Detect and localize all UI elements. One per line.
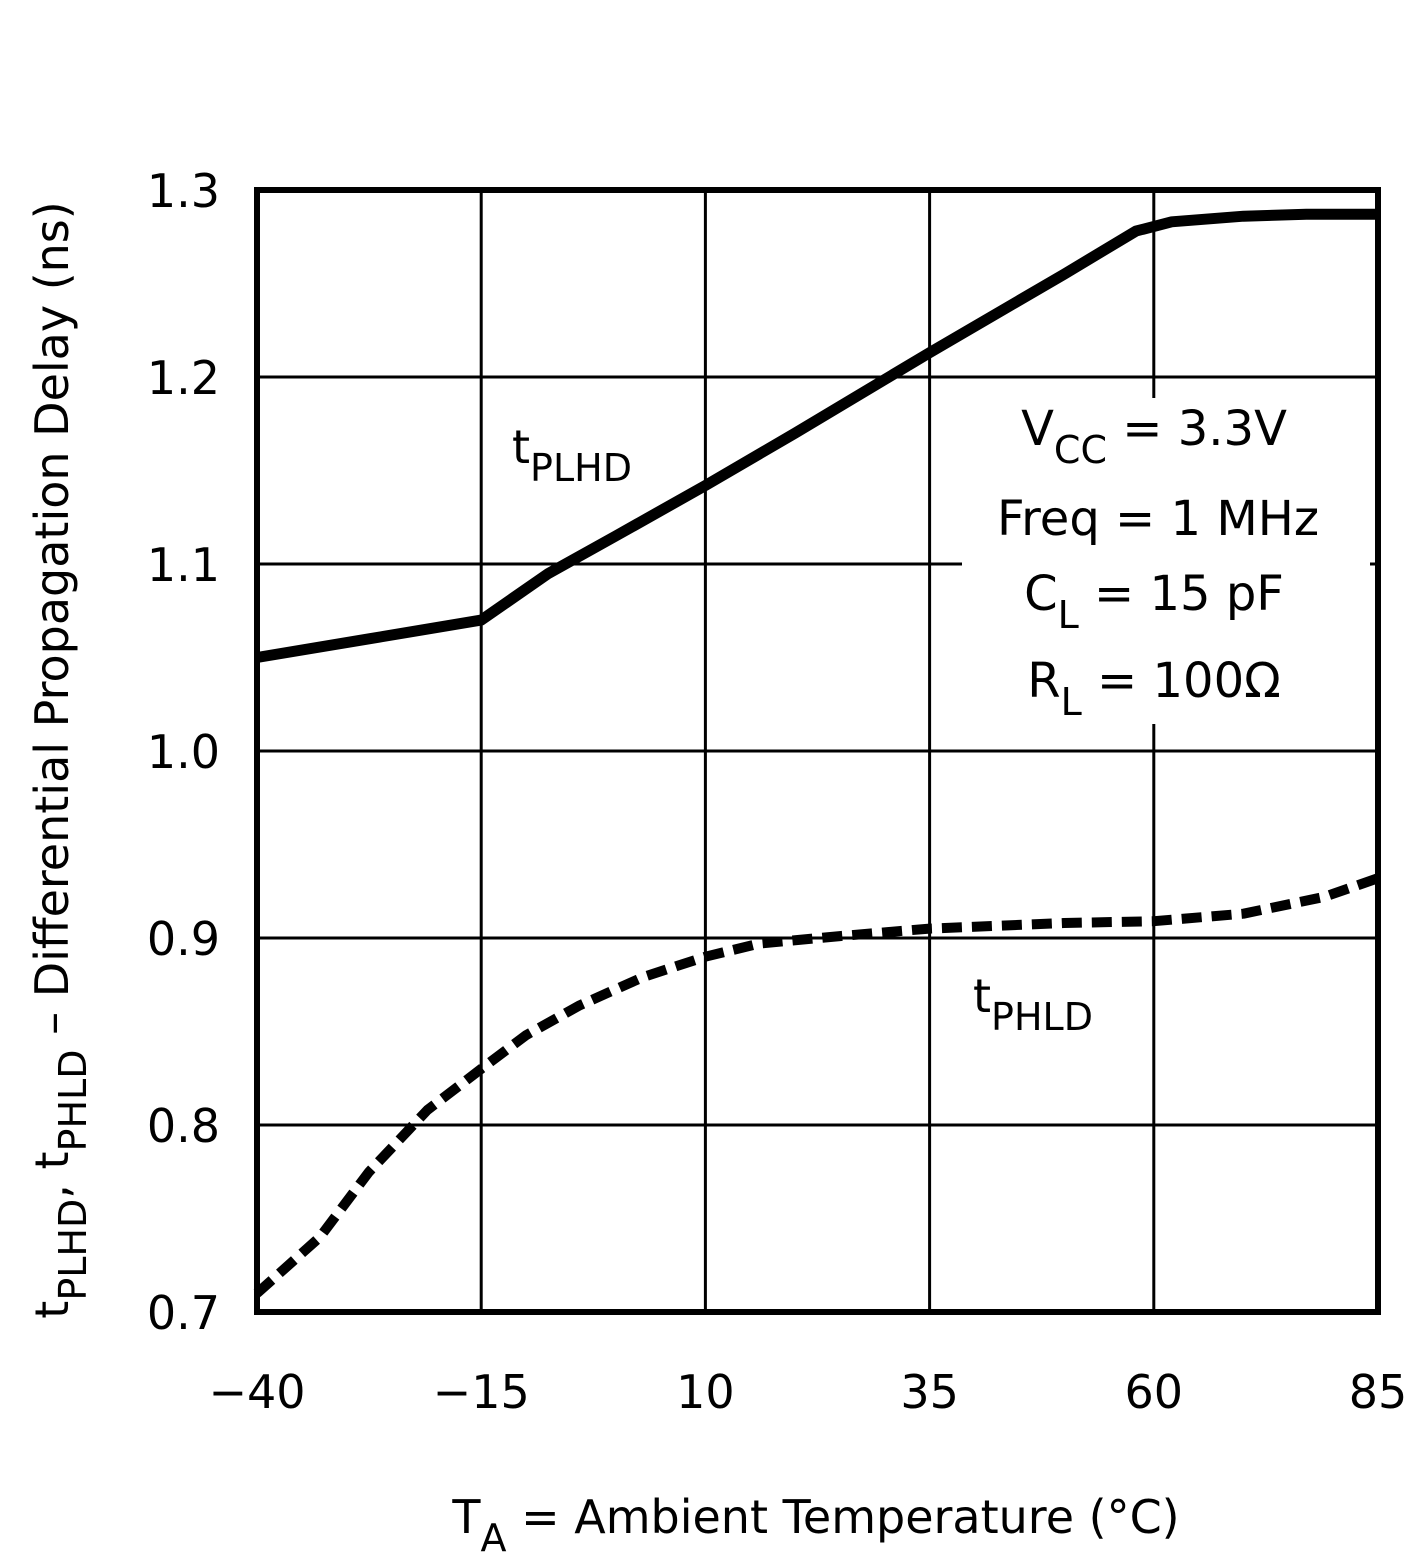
x-tick-label-2: 10	[676, 1365, 735, 1419]
conditions-annotation: VCC = 3.3V Freq = 1 MHz CL = 15 pF RL = …	[997, 401, 1319, 724]
y-tick-label-4: 1.1	[147, 538, 220, 592]
series-label-tplhd: tPLHD	[512, 420, 632, 490]
x-tick-label-5: 85	[1349, 1365, 1408, 1419]
y-tick-label-2: 0.9	[147, 912, 220, 966]
series-group	[253, 208, 1380, 1298]
y-tick-label-6: 1.3	[147, 164, 220, 218]
x-tick-label-0: −40	[208, 1365, 305, 1419]
y-tick-label-5: 1.2	[147, 351, 220, 405]
x-axis-label: TA = Ambient Temperature (°C)	[451, 1490, 1179, 1555]
y-tick-label-0: 0.7	[147, 1286, 220, 1340]
x-tick-label-4: 60	[1125, 1365, 1184, 1419]
y-axis-label: tPLHD, tPHLD – Differential Propagation …	[25, 201, 95, 1318]
x-tick-label-1: −15	[433, 1365, 530, 1419]
series-label-tphld: tPHLD	[973, 969, 1093, 1039]
x-tick-label-3: 35	[900, 1365, 959, 1419]
annotation-vcc: VCC = 3.3V	[1021, 401, 1287, 472]
annotation-background	[962, 398, 1370, 724]
series-line-tplhd	[256, 208, 1378, 663]
annotation-rl: RL = 100Ω	[1027, 653, 1281, 724]
annotation-freq: Freq = 1 MHz	[997, 491, 1319, 547]
plot-frame	[254, 187, 1381, 1315]
y-tick-label-3: 1.0	[147, 725, 220, 779]
grid	[255, 188, 1380, 1314]
annotation-cl: CL = 15 pF	[1024, 566, 1284, 637]
x-tick-labels: −40 −15 10 35 60 85	[208, 1365, 1407, 1419]
y-tick-label-1: 0.8	[147, 1099, 220, 1153]
y-tick-labels: 0.7 0.8 0.9 1.0 1.1 1.2 1.3	[147, 164, 220, 1340]
series-line-tphld	[253, 873, 1380, 1298]
